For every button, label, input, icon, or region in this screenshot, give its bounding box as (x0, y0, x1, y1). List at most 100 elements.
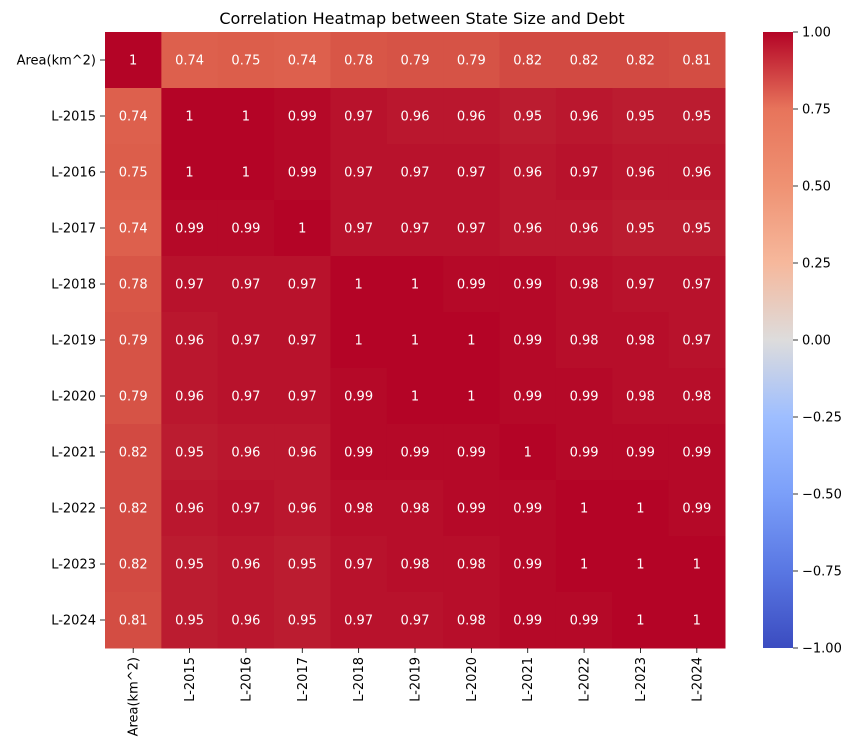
heatmap-cell (612, 312, 670, 369)
heatmap-cell (161, 32, 219, 89)
x-tick-label: L-2020 (465, 657, 480, 702)
x-tick-label: L-2024 (690, 657, 705, 702)
heatmap-cell (668, 200, 726, 257)
cell-value-label: 0.99 (457, 446, 486, 461)
heatmap-cell (612, 368, 670, 425)
cell-value-label: 0.97 (682, 334, 711, 349)
heatmap-cell (443, 536, 501, 593)
heatmap-cell-labels: 1 0.74 0.75 0.74 0.78 0.79 0.79 0.82 0.82 0.82 0.8… (119, 54, 712, 629)
cell-value-label: 0.99 (513, 558, 542, 573)
colorbar (763, 32, 793, 648)
heatmap-cell (668, 88, 726, 145)
x-axis-ticks: Area(km^2) L-2015 L-2016 L-2017 L-2018 L-2019… (127, 648, 705, 736)
colorbar-tick-label: 0.50 (802, 180, 831, 195)
cell-value-label: 1 (580, 502, 588, 517)
cell-value-label: 0.99 (175, 222, 204, 237)
heatmap-cell (161, 536, 219, 593)
heatmap-cell (386, 368, 444, 425)
cell-value-label: 0.97 (231, 334, 260, 349)
heatmap-cell (555, 424, 613, 481)
cell-value-label: 1 (185, 110, 193, 125)
heatmap-cell (443, 312, 501, 369)
heatmap-cell (668, 144, 726, 201)
heatmap-cell (105, 144, 162, 201)
heatmap-cell (612, 592, 670, 649)
cell-value-label: 0.97 (288, 278, 317, 293)
cell-value-label: 0.81 (682, 54, 711, 69)
cell-value-label: 0.99 (344, 446, 373, 461)
heatmap-cell (330, 88, 388, 145)
cell-value-label: 0.97 (344, 166, 373, 181)
heatmap-cell (555, 368, 613, 425)
cell-value-label: 0.97 (231, 390, 260, 405)
cell-value-label: 0.78 (344, 54, 373, 69)
heatmap-cell (161, 312, 219, 369)
heatmap-cell (499, 424, 557, 481)
cell-value-label: 0.97 (457, 222, 486, 237)
heatmap-cell (274, 480, 331, 537)
cell-value-label: 0.96 (288, 502, 317, 517)
heatmap-cell (274, 88, 331, 145)
heatmap-cell (555, 312, 613, 369)
x-tick-label: L-2018 (352, 657, 367, 702)
heatmap-cell (443, 88, 501, 145)
x-tick-label: L-2015 (183, 657, 198, 702)
cell-value-label: 1 (580, 558, 588, 573)
heatmap-cell (555, 592, 613, 649)
heatmap-cell (274, 368, 331, 425)
heatmap-cell (217, 368, 275, 425)
cell-value-label: 0.96 (401, 110, 430, 125)
y-tick-label: L-2022 (51, 502, 96, 517)
heatmap-cell (499, 144, 557, 201)
cell-value-label: 0.96 (570, 110, 599, 125)
heatmap-cell (668, 256, 726, 313)
y-tick-label: L-2019 (51, 334, 96, 349)
cell-value-label: 0.95 (288, 614, 317, 629)
heatmap-cell (161, 256, 219, 313)
cell-value-label: 0.95 (288, 558, 317, 573)
cell-value-label: 1 (185, 166, 193, 181)
heatmap-cells (105, 32, 726, 649)
heatmap-cell (612, 256, 670, 313)
colorbar-tick-label: 1.00 (802, 26, 831, 41)
cell-value-label: 1 (411, 278, 419, 293)
cell-value-label: 0.98 (626, 390, 655, 405)
cell-value-label: 0.96 (457, 110, 486, 125)
heatmap-cell (612, 88, 670, 145)
heatmap-cell (555, 144, 613, 201)
cell-value-label: 0.82 (570, 54, 599, 69)
heatmap-cell (330, 312, 388, 369)
heatmap-cell (443, 200, 501, 257)
heatmap-cell (386, 32, 444, 89)
cell-value-label: 0.97 (344, 222, 373, 237)
y-tick-label: L-2015 (51, 110, 96, 125)
heatmap-cell (105, 312, 162, 369)
heatmap-cell (217, 256, 275, 313)
cell-value-label: 0.97 (682, 278, 711, 293)
colorbar-tick-label: −1.00 (802, 642, 842, 657)
cell-value-label: 0.98 (344, 502, 373, 517)
cell-value-label: 0.99 (513, 502, 542, 517)
cell-value-label: 0.99 (513, 614, 542, 629)
heatmap-cell (386, 480, 444, 537)
colorbar-tick-label: −0.50 (802, 488, 842, 503)
cell-value-label: 0.96 (513, 222, 542, 237)
heatmap-cell (668, 32, 726, 89)
heatmap-cell (443, 32, 501, 89)
heatmap-cell (499, 536, 557, 593)
heatmap-cell (330, 368, 388, 425)
heatmap-cell (217, 480, 275, 537)
x-tick-label: L-2017 (296, 657, 311, 702)
heatmap-cell (668, 424, 726, 481)
cell-value-label: 0.74 (119, 110, 148, 125)
x-tick-label: Area(km^2) (127, 657, 142, 736)
cell-value-label: 1 (524, 446, 532, 461)
heatmap-cell (274, 312, 331, 369)
heatmap-cell (330, 256, 388, 313)
heatmap-cell (443, 144, 501, 201)
cell-value-label: 0.97 (175, 278, 204, 293)
cell-value-label: 0.95 (175, 446, 204, 461)
cell-value-label: 1 (129, 54, 137, 69)
heatmap-cell (217, 200, 275, 257)
heatmap-cell (386, 312, 444, 369)
